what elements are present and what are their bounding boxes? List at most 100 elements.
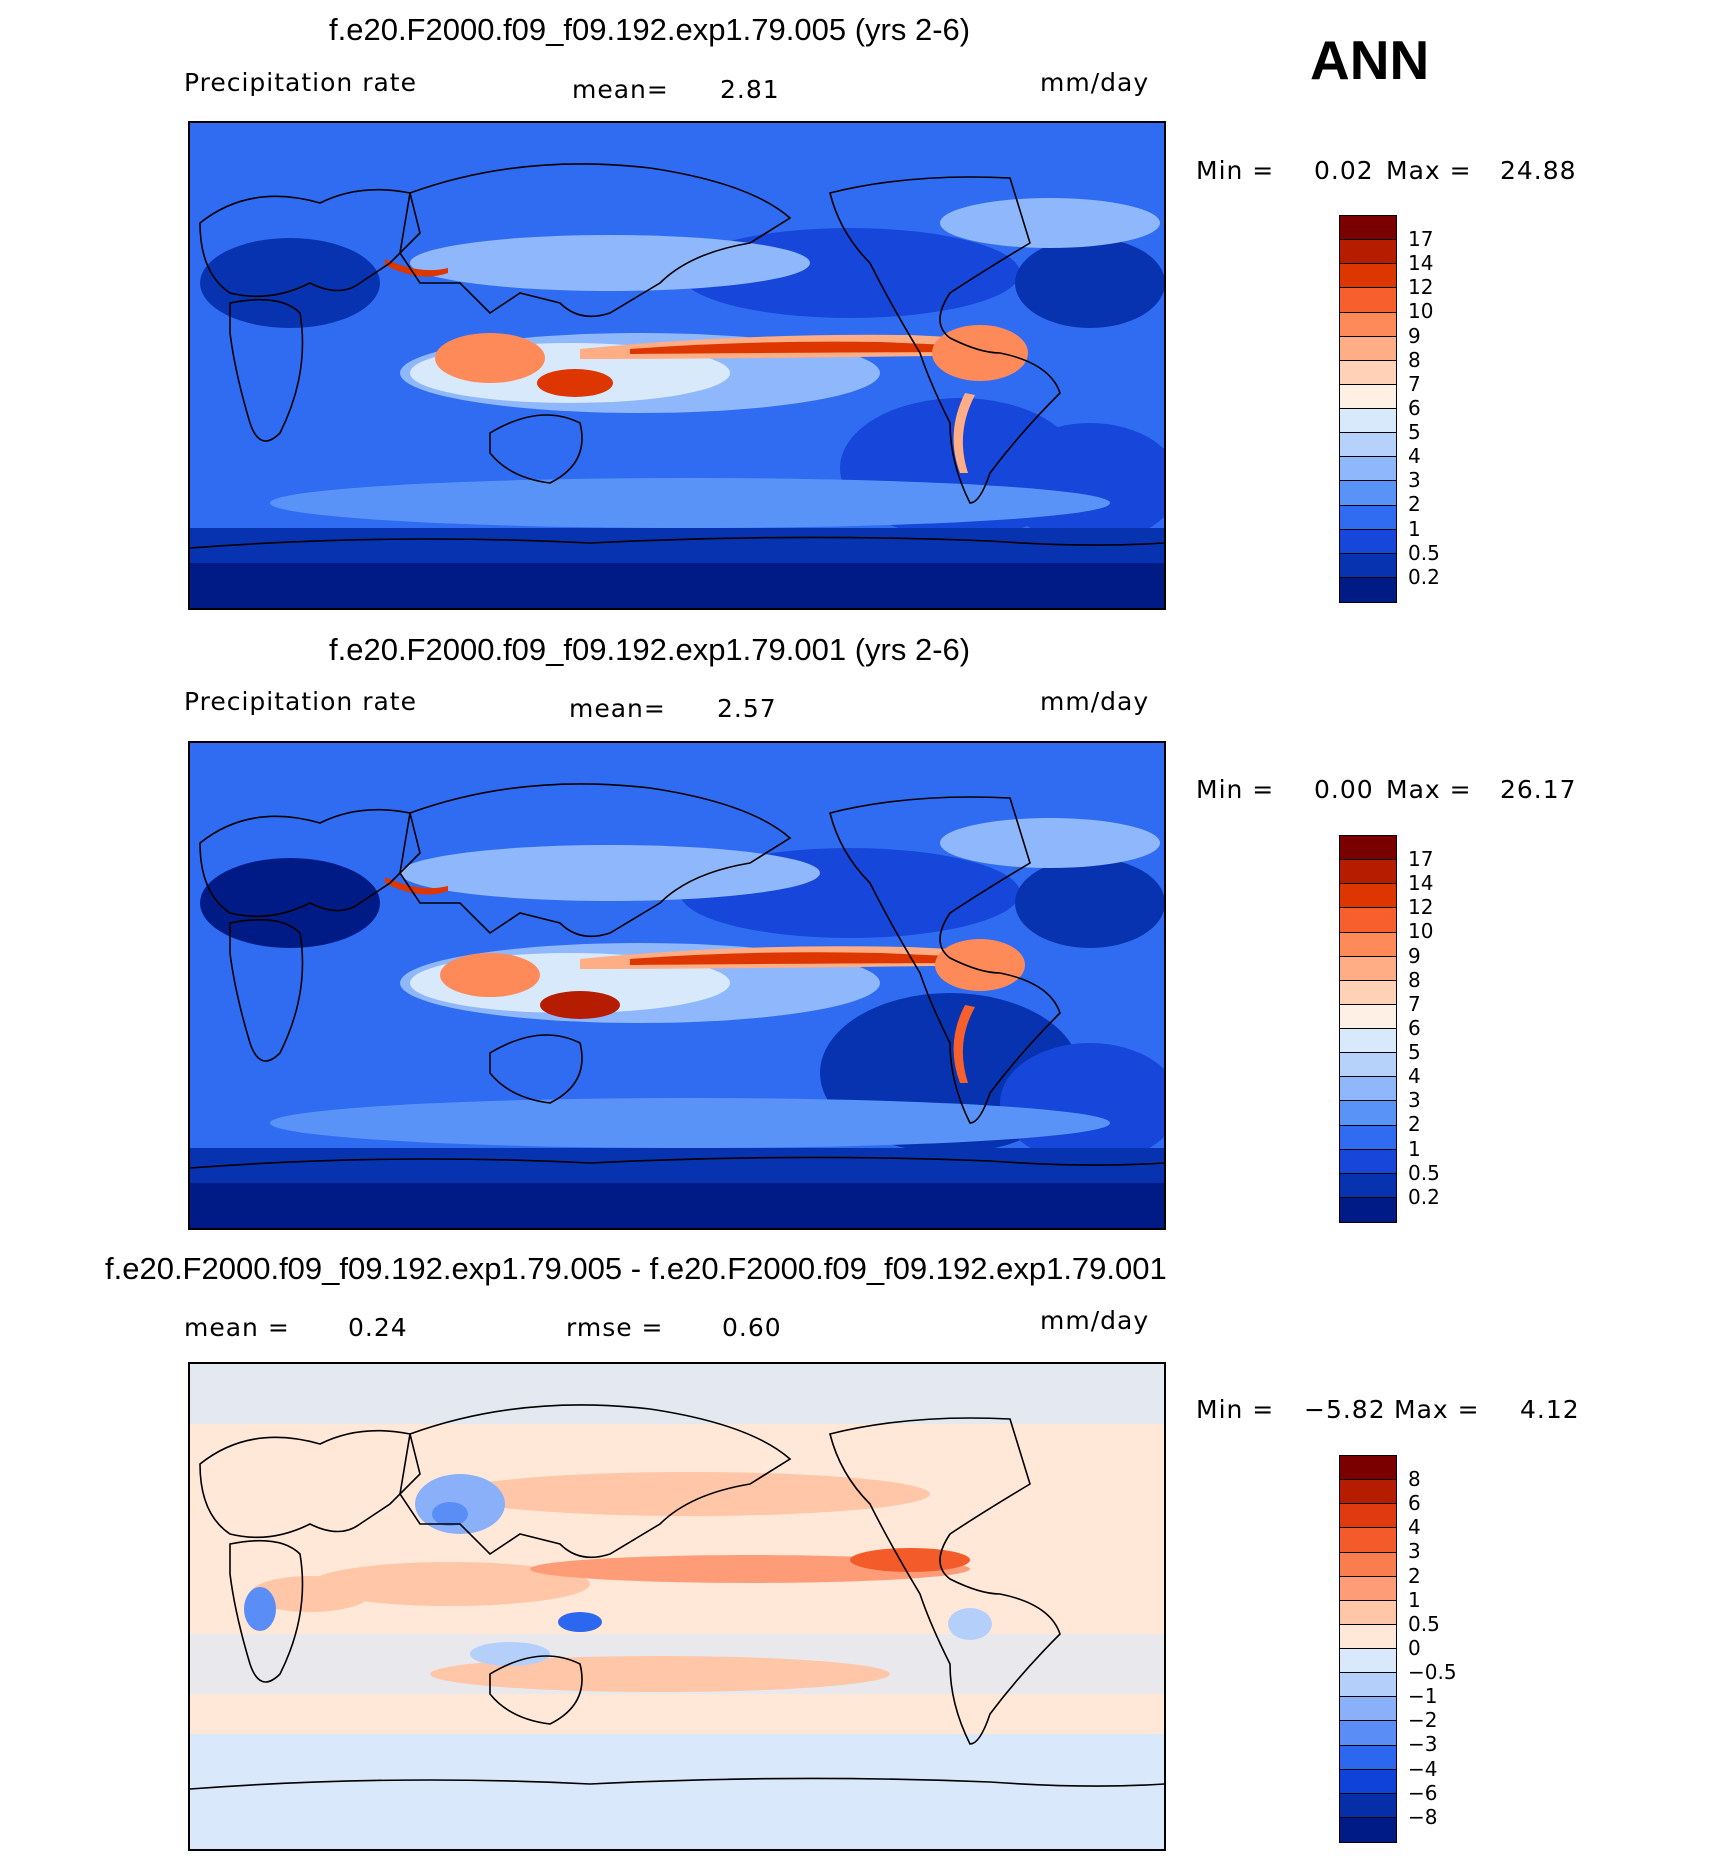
panel2-mean-value: 2.57 [717,694,777,723]
panel2-max-value: 26.17 [1500,775,1577,804]
colorbar-segment [1340,1817,1396,1842]
colorbar-level-label: 8 [1408,967,1421,992]
colorbar-segment [1340,529,1396,554]
colorbar-level-label: 1 [1408,516,1421,541]
panel3-colorbar [1339,1455,1397,1843]
panel1-map [188,121,1166,610]
colorbar-segment [1340,1600,1396,1625]
panel3-min-label: Min = [1196,1395,1275,1424]
colorbar-level-label: 9 [1408,323,1421,348]
colorbar-level-label: 7 [1408,371,1421,396]
colorbar-level-label: 0.2 [1408,1184,1440,1209]
panel2-colorbar [1339,835,1397,1223]
colorbar-level-label: 8 [1408,1467,1421,1491]
colorbar-level-label: 3 [1408,468,1421,493]
colorbar-level-label: −4 [1408,1756,1438,1781]
panel2-map-svg [190,743,1164,1228]
colorbar-level-label: −3 [1408,1732,1438,1757]
panel1-variable-label: Precipitation rate [184,68,417,97]
colorbar-segment [1340,1504,1396,1529]
panel1-units: mm/day [1040,68,1150,97]
colorbar-level-label: 7 [1408,991,1421,1016]
colorbar-level-label: 5 [1408,1040,1421,1064]
panel1-min-value: 0.02 [1314,156,1374,185]
colorbar-level-label: 4 [1408,1515,1421,1540]
colorbar-level-label: −6 [1408,1780,1438,1805]
colorbar-segment [1340,1173,1396,1198]
colorbar-segment [1340,1101,1396,1126]
colorbar-segment [1340,577,1396,602]
panel1-max-value: 24.88 [1500,156,1577,185]
colorbar-level-label: 3 [1408,1539,1421,1564]
panel3-map-svg [190,1364,1164,1849]
panel1-title: f.e20.F2000.f09_f09.192.exp1.79.005 (yrs… [329,12,971,47]
colorbar-level-label: 12 [1408,275,1434,300]
panel3-mean-value: 0.24 [348,1313,408,1342]
panel3-units: mm/day [1040,1306,1150,1335]
panel2-map [188,741,1166,1230]
panel3-max-label: Max = [1394,1395,1480,1424]
colorbar-level-label: 12 [1408,895,1434,920]
colorbar-segment [1340,1769,1396,1794]
colorbar-segment [1340,1721,1396,1746]
colorbar-level-label: 1 [1408,1136,1421,1161]
colorbar-segment [1340,1029,1396,1054]
colorbar-level-label: 10 [1408,299,1434,324]
panel2-colorbar-labels: 17 14 12 10 9 8 7 6 5 4 3 2 1 0.5 0.2 [1408,847,1440,1209]
colorbar-segment [1340,1004,1396,1029]
colorbar-level-label: −1 [1408,1684,1438,1709]
colorbar-level-label: 14 [1408,251,1434,276]
panel3-colorbar-labels: 8 6 4 3 2 1 0.5 0 −0.5 −1 −2 −3 −4 −6 −8 [1408,1467,1457,1829]
colorbar-segment [1340,264,1396,289]
panel2-title: f.e20.F2000.f09_f09.192.exp1.79.001 (yrs… [329,632,971,667]
colorbar-segment [1340,836,1396,861]
colorbar-segment [1340,908,1396,933]
colorbar-segment [1340,1576,1396,1601]
panel3-min-value: −5.82 [1304,1395,1386,1424]
colorbar-segment [1340,1697,1396,1722]
colorbar-segment [1340,481,1396,506]
panel3-rmse-value: 0.60 [722,1313,782,1342]
colorbar-segment [1340,505,1396,530]
colorbar-level-label: 0 [1408,1635,1421,1660]
colorbar-level-label: 2 [1408,1112,1421,1137]
colorbar-segment [1340,932,1396,957]
colorbar-segment [1340,956,1396,981]
colorbar-segment [1340,1197,1396,1222]
colorbar-level-label: 0.2 [1408,564,1440,589]
colorbar-level-label: 0.5 [1408,1611,1440,1636]
colorbar-segment [1340,1125,1396,1150]
panel1-max-label: Max = [1386,156,1472,185]
panel3-max-value: 4.12 [1520,1395,1580,1424]
colorbar-level-label: 4 [1408,444,1421,469]
colorbar-level-label: 3 [1408,1088,1421,1113]
colorbar-level-label: 6 [1408,1015,1421,1040]
colorbar-level-label: 4 [1408,1064,1421,1089]
colorbar-segment [1340,980,1396,1005]
colorbar-segment [1340,1077,1396,1102]
panel3-title: f.e20.F2000.f09_f09.192.exp1.79.005 - f.… [105,1251,1167,1286]
colorbar-segment [1340,384,1396,409]
panel3-mean-label: mean = [184,1313,290,1342]
colorbar-level-label: −2 [1408,1708,1438,1733]
colorbar-segment [1340,288,1396,313]
panel2-mean-label: mean= [569,694,666,723]
colorbar-segment [1340,1745,1396,1770]
panel1-mean-value: 2.81 [720,75,780,104]
colorbar-level-label: 6 [1408,395,1421,420]
colorbar-segment [1340,457,1396,482]
panel3-rmse-label: rmse = [566,1313,664,1342]
panel2-variable-label: Precipitation rate [184,687,417,716]
colorbar-segment [1340,216,1396,241]
colorbar-level-label: 14 [1408,871,1434,896]
colorbar-level-label: 1 [1408,1587,1421,1612]
panel2-max-label: Max = [1386,775,1472,804]
colorbar-level-label: 17 [1408,847,1434,871]
colorbar-segment [1340,1552,1396,1577]
colorbar-segment [1340,312,1396,337]
colorbar-segment [1340,1149,1396,1174]
colorbar-level-label: −0.5 [1408,1660,1457,1684]
panel1-map-svg [190,123,1164,608]
colorbar-segment [1340,1673,1396,1698]
colorbar-level-label: 10 [1408,919,1434,944]
